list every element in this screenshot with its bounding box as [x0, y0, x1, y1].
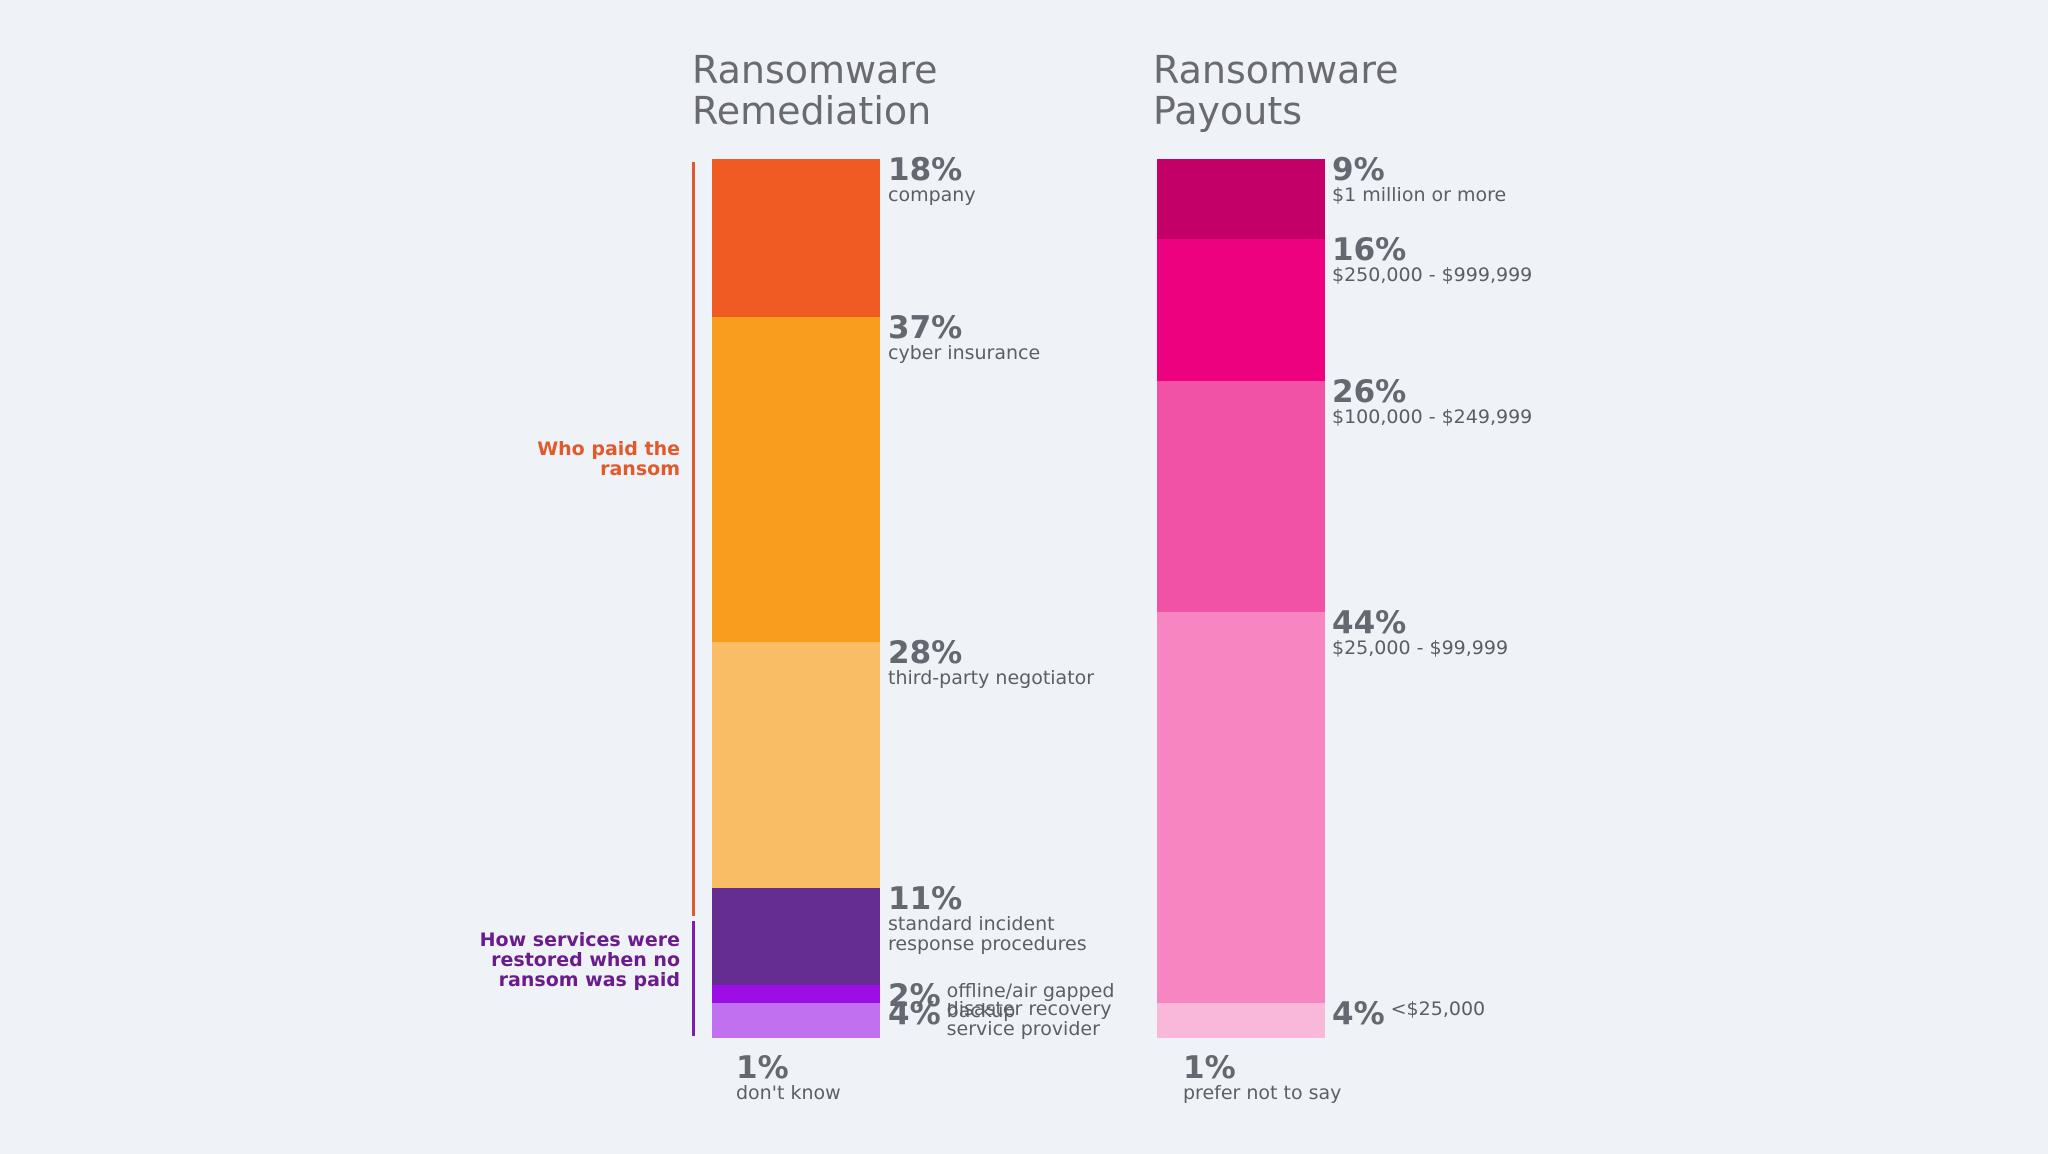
services-restored-bracket-label: How services were restored when no ranso… — [479, 929, 680, 991]
remediation-segment-pct: 28% — [888, 635, 963, 671]
payouts-segment-label: 9% $1 million or more — [1332, 152, 1507, 206]
remediation-segment-pct: 2% — [888, 978, 941, 1014]
remediation-chart-title: Ransomware Remediation — [692, 48, 938, 133]
remediation-segment-desc: cyber insurance — [888, 342, 1041, 364]
remediation-bar-segment — [712, 159, 880, 317]
payouts-segment-desc: $1 million or more — [1332, 184, 1507, 206]
remediation-segment-desc: third-party negotiator — [888, 667, 1095, 689]
payouts-footnote: 1% prefer not to say — [1183, 1050, 1342, 1104]
remediation-segment-label: 4% disaster recovery service provider — [888, 996, 1112, 1040]
payouts-segment-pct: 44% — [1332, 605, 1407, 641]
remediation-segment-label: 28% third-party negotiator — [888, 635, 1095, 689]
remediation-bar-segment — [712, 317, 880, 642]
services-restored-bracket-line — [692, 921, 695, 1036]
remediation-footnote-label: don't know — [736, 1082, 841, 1104]
remediation-segment-label: 11% standard incident response procedures — [888, 881, 1087, 955]
payouts-segment-label: 44% $25,000 - $99,999 — [1332, 605, 1509, 659]
payouts-segment-label: 26% $100,000 - $249,999 — [1332, 374, 1533, 428]
remediation-stacked-bar — [712, 159, 880, 1038]
payouts-segment-desc: $25,000 - $99,999 — [1332, 637, 1509, 659]
payouts-segment-pct: 16% — [1332, 232, 1407, 268]
remediation-bar-segment — [712, 888, 880, 985]
remediation-segment-label: 37% cyber insurance — [888, 310, 1041, 364]
payouts-segment-desc: $250,000 - $999,999 — [1332, 264, 1533, 286]
payouts-segment-pct: 9% — [1332, 152, 1385, 188]
payouts-bar-segment — [1157, 159, 1325, 239]
remediation-segment-label: 2% offline/air gapped backup — [888, 978, 1115, 1022]
payouts-stacked-bar — [1157, 159, 1325, 1038]
payouts-segment-pct: 4% — [1332, 996, 1385, 1032]
remediation-segment-desc: offline/air gapped backup — [946, 980, 1115, 1022]
remediation-segment-desc: company — [888, 184, 976, 206]
payouts-footnote-pct: 1% — [1183, 1050, 1236, 1086]
remediation-footnote-pct: 1% — [736, 1050, 789, 1086]
payouts-footnote-label: prefer not to say — [1183, 1082, 1342, 1104]
payouts-bar-segment — [1157, 381, 1325, 612]
payouts-segment-desc: <$25,000 — [1390, 998, 1486, 1020]
remediation-segment-pct: 37% — [888, 310, 963, 346]
payouts-bar-segment — [1157, 239, 1325, 381]
payouts-bar-segment — [1157, 612, 1325, 1003]
remediation-segment-pct: 4% — [888, 996, 941, 1032]
remediation-bar-segment — [712, 1003, 880, 1038]
payouts-bar-segment — [1157, 1003, 1325, 1038]
remediation-footnote: 1% don't know — [736, 1050, 841, 1104]
remediation-bar-segment — [712, 642, 880, 888]
payouts-segment-pct: 26% — [1332, 374, 1407, 410]
remediation-segment-label: 18% company — [888, 152, 976, 206]
payouts-segment-label: 4% <$25,000 — [1332, 996, 1486, 1032]
payouts-segment-label: 16% $250,000 - $999,999 — [1332, 232, 1533, 286]
remediation-segment-desc: standard incident response procedures — [888, 913, 1087, 955]
remediation-segment-pct: 11% — [888, 881, 963, 917]
who-paid-bracket-line — [692, 162, 695, 916]
who-paid-bracket-label: Who paid the ransom — [537, 438, 680, 480]
remediation-segment-desc: disaster recovery service provider — [946, 998, 1112, 1040]
payouts-segment-desc: $100,000 - $249,999 — [1332, 406, 1533, 428]
remediation-bar-segment — [712, 985, 880, 1003]
remediation-segment-pct: 18% — [888, 152, 963, 188]
payouts-chart-title: Ransomware Payouts — [1153, 48, 1399, 133]
